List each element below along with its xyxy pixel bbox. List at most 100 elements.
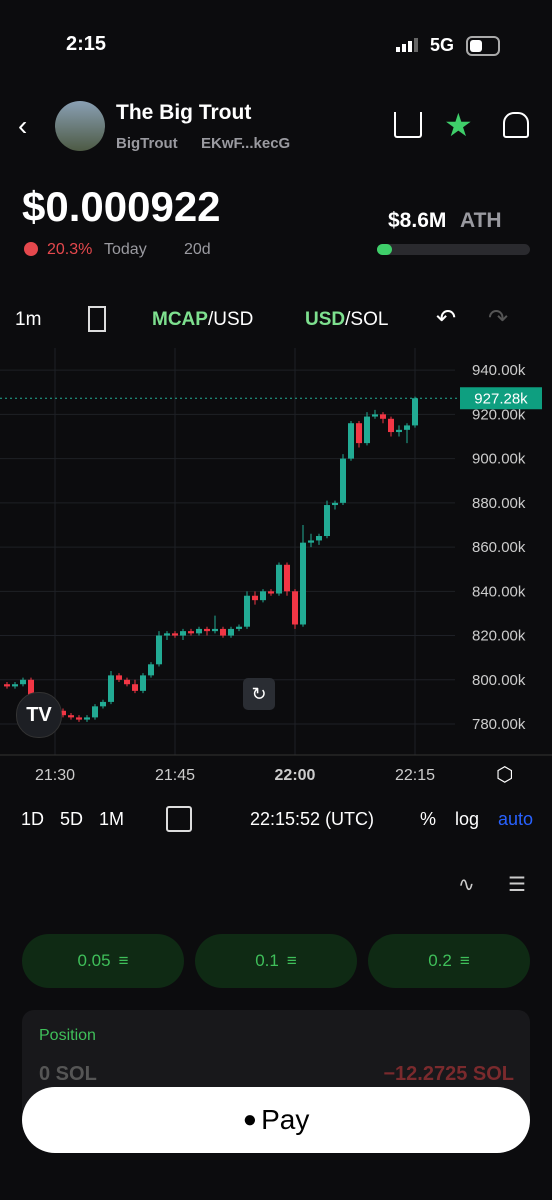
candle-body [108, 675, 114, 702]
candle-body [20, 679, 26, 685]
back-button[interactable]: ‹ [18, 110, 28, 141]
address[interactable]: EKwF...kecG [201, 135, 291, 152]
amount-button[interactable]: 0.1 ≡ [195, 934, 357, 988]
change-period: Today [104, 241, 147, 258]
candle-body [252, 595, 258, 601]
pay-label: Pay [261, 1104, 310, 1135]
candle-body [148, 664, 154, 676]
date-picker[interactable] [166, 806, 192, 832]
candle-body [388, 418, 394, 433]
candle-body [12, 684, 18, 687]
candle-body [28, 679, 34, 696]
x-tick-label: 22:00 [275, 767, 316, 784]
ticker: BigTrout [116, 135, 178, 152]
candle-body [60, 710, 66, 716]
candle-body [292, 591, 298, 625]
candle-body [396, 429, 402, 433]
ath-value: $8.6M [388, 209, 447, 232]
candle-toggle[interactable] [88, 306, 106, 332]
redo[interactable]: ↷ [488, 305, 509, 332]
position-title: Position [39, 1027, 96, 1044]
candle-body [372, 414, 378, 417]
amount: 0.05 [77, 951, 111, 970]
candle-body [124, 679, 130, 685]
chart-type[interactable]: ∿ [458, 874, 475, 896]
candle-body [380, 414, 386, 419]
y-tick-label: 920.00k [472, 406, 526, 423]
candle-body [84, 717, 90, 720]
last-price-box [460, 387, 542, 410]
mcap-toggle[interactable]: MCAP/USD [152, 309, 253, 331]
alert-button[interactable] [503, 112, 529, 138]
candle-body [300, 542, 306, 625]
price-change: 20.3% [47, 241, 93, 258]
undo[interactable]: ↶ [436, 305, 457, 332]
candle-body [340, 458, 346, 503]
candle-body [356, 423, 362, 444]
signal-icon [396, 38, 424, 52]
y-tick-label: 940.00k [472, 362, 526, 379]
candle-body [404, 425, 410, 430]
y-tick-label: 880.00k [472, 495, 526, 512]
candle-body [348, 423, 354, 459]
candle-body [364, 416, 370, 444]
range[interactable]: 1D [21, 809, 45, 829]
candle-body [212, 628, 218, 632]
filters[interactable]: ☰ [508, 874, 526, 896]
mcap-unit: /USD [207, 309, 254, 330]
amount-button[interactable]: 0.2 ≡ [368, 934, 530, 988]
range[interactable]: 5D [60, 809, 84, 829]
candle-body [156, 635, 162, 665]
usd-toggle[interactable]: USD/SOL [305, 309, 388, 331]
candle-body [132, 684, 138, 691]
range[interactable]: 1M [99, 809, 125, 829]
candle-body [308, 540, 314, 543]
amount: 0.2 [428, 951, 452, 970]
candle-body [4, 684, 10, 687]
candle-body [236, 626, 242, 629]
candle-body [172, 633, 178, 636]
ath-progress [377, 244, 530, 255]
y-tick-label: 780.00k [472, 716, 526, 733]
percent-toggle[interactable]: % [420, 809, 437, 829]
y-tick-label: 900.00k [472, 451, 526, 468]
candle-body [284, 564, 290, 592]
favorite-button[interactable]: ★ [444, 107, 473, 143]
ath-label: ATH [460, 209, 502, 232]
network: 5G [430, 35, 455, 55]
down-icon [24, 242, 38, 256]
candle-body [220, 628, 226, 636]
y-tick-label: 820.00k [472, 628, 526, 645]
reset-button[interactable]: ↻ [243, 678, 275, 710]
chart-settings[interactable]: ⬡ [496, 764, 514, 786]
candle-body [188, 631, 194, 634]
interval[interactable]: 1m [15, 309, 42, 330]
amount: 0.1 [255, 951, 279, 970]
mcap: MCAP [152, 309, 208, 330]
candle-body [324, 505, 330, 537]
candle-chart: 780.00k 800.00k 820.00k 840.00k 860.00k 880.0… [0, 348, 552, 784]
y-tick-label: 840.00k [472, 583, 526, 600]
status-time: 2:15 [66, 33, 107, 55]
x-tick-label: 22:15 [395, 767, 435, 784]
usd: USD [305, 309, 346, 330]
log-toggle[interactable]: log [455, 809, 480, 829]
apple-pay-button[interactable]: ● Pay [22, 1087, 530, 1153]
candle-body [100, 701, 106, 707]
amount-button[interactable]: 0.05 ≡ [22, 934, 184, 988]
candle-body [164, 633, 170, 636]
tradingview-logo[interactable]: TV [16, 692, 62, 738]
candle-body [260, 591, 266, 601]
price: $0.000922 [22, 183, 221, 230]
share-button[interactable] [394, 112, 422, 138]
battery [466, 36, 500, 56]
candle-body [92, 706, 98, 718]
y-tick-label: 800.00k [472, 672, 526, 689]
last-price-label: 927.28k [474, 390, 528, 407]
auto-toggle[interactable]: auto [498, 809, 534, 829]
x-tick-label: 21:45 [155, 767, 195, 784]
candle-body [116, 675, 122, 680]
candle-body [228, 628, 234, 636]
position-pnl: −12.2725 SOL [383, 1063, 514, 1085]
